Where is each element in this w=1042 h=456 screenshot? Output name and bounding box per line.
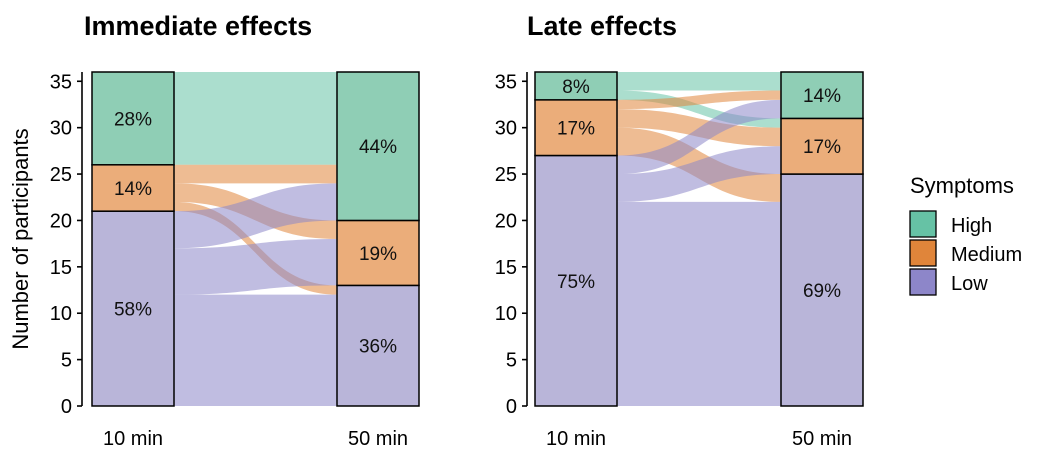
- y-tick-label: 30: [495, 118, 517, 140]
- stack-box-medium: [91, 164, 175, 212]
- y-tick-label: 20: [495, 210, 517, 232]
- x-tick-label: 50 min: [348, 428, 408, 450]
- flows: [617, 72, 781, 406]
- panel-late-effects: Late effects 0 5 10 15 20 25 30 35 75% 17% 8% 10 min…: [495, 11, 864, 450]
- percent-label-low: 58%: [114, 300, 152, 321]
- stack-box-high: [336, 71, 420, 222]
- flows: [174, 72, 337, 406]
- chart-title: Immediate effects: [84, 11, 312, 41]
- legend-label-low: Low: [951, 273, 988, 295]
- y-tick-label: 30: [50, 118, 72, 140]
- stack-10-min: 58% 14% 28% 10 min: [91, 71, 175, 450]
- y-tick-label: 15: [50, 257, 72, 279]
- panel-immediate-effects: Immediate effects Number of participants 0…: [8, 11, 420, 450]
- flow-medium-to-high: [617, 90, 781, 110]
- y-axis-label: Number of participants: [8, 128, 33, 349]
- y-tick-label: 5: [506, 350, 517, 372]
- stack-box-high: [780, 71, 864, 120]
- flow-medium-to-high: [174, 164, 337, 184]
- flow-low-to-low: [617, 201, 781, 406]
- y-tick-label: 25: [50, 164, 72, 186]
- chart-title: Late effects: [527, 11, 677, 41]
- legend-swatch-low: [909, 268, 937, 296]
- percent-label-low: 36%: [359, 337, 397, 358]
- y-tick-label: 10: [50, 303, 72, 325]
- stack-box-medium: [336, 219, 420, 287]
- stack-box-low: [91, 210, 175, 407]
- flow-low-to-medium: [174, 239, 337, 295]
- percent-label-high: 44%: [359, 137, 397, 158]
- legend-swatch-high: [909, 210, 937, 238]
- stack-box-medium: [780, 117, 864, 175]
- stack-10-min: 75% 17% 8% 10 min: [534, 71, 618, 450]
- percent-label-medium: 17%: [803, 137, 841, 158]
- percent-label-high: 28%: [114, 109, 152, 130]
- y-tick-label: 35: [50, 71, 72, 93]
- legend-label-medium: Medium: [951, 244, 1022, 266]
- stack-box-high: [534, 71, 618, 101]
- stack-box-medium: [534, 99, 618, 157]
- stack-50-min: 36% 19% 44% 50 min: [336, 71, 420, 450]
- percent-label-low: 75%: [557, 272, 595, 293]
- y-tick-label: 0: [506, 396, 517, 418]
- x-tick-label: 10 min: [546, 428, 606, 450]
- x-tick-label: 10 min: [103, 428, 163, 450]
- percent-label-medium: 19%: [359, 244, 397, 265]
- stack-box-high: [91, 71, 175, 166]
- legend-label-high: High: [951, 215, 992, 237]
- percent-label-low: 69%: [803, 281, 841, 302]
- stack-50-min: 69% 17% 14% 50 min: [780, 71, 864, 450]
- flow-low-to-high: [617, 99, 781, 175]
- stack-box-low: [336, 284, 420, 407]
- flow-low-to-high: [174, 183, 337, 249]
- y-tick-label: 5: [61, 350, 72, 372]
- flow-low-to-low: [174, 294, 337, 406]
- percent-label-high: 8%: [562, 77, 590, 98]
- flow-high-to-high: [174, 72, 337, 165]
- legend-swatch-medium: [909, 239, 937, 267]
- stack-box-low: [780, 173, 864, 407]
- percent-label-medium: 17%: [557, 119, 595, 140]
- stack-box-low: [534, 154, 618, 407]
- legend-title: Symptoms: [910, 173, 1014, 198]
- y-tick-label: 0: [61, 396, 72, 418]
- y-tick-label: 10: [495, 303, 517, 325]
- legend: Symptoms High Medium Low: [909, 173, 1022, 296]
- y-tick-label: 15: [495, 257, 517, 279]
- y-tick-label: 25: [495, 164, 517, 186]
- flow-high-to-high: [617, 72, 781, 91]
- x-tick-label: 50 min: [792, 428, 852, 450]
- percent-label-medium: 14%: [114, 179, 152, 200]
- percent-label-high: 14%: [803, 86, 841, 107]
- flow-low-to-medium: [617, 146, 781, 202]
- y-tick-label: 20: [50, 210, 72, 232]
- y-tick-label: 35: [495, 71, 517, 93]
